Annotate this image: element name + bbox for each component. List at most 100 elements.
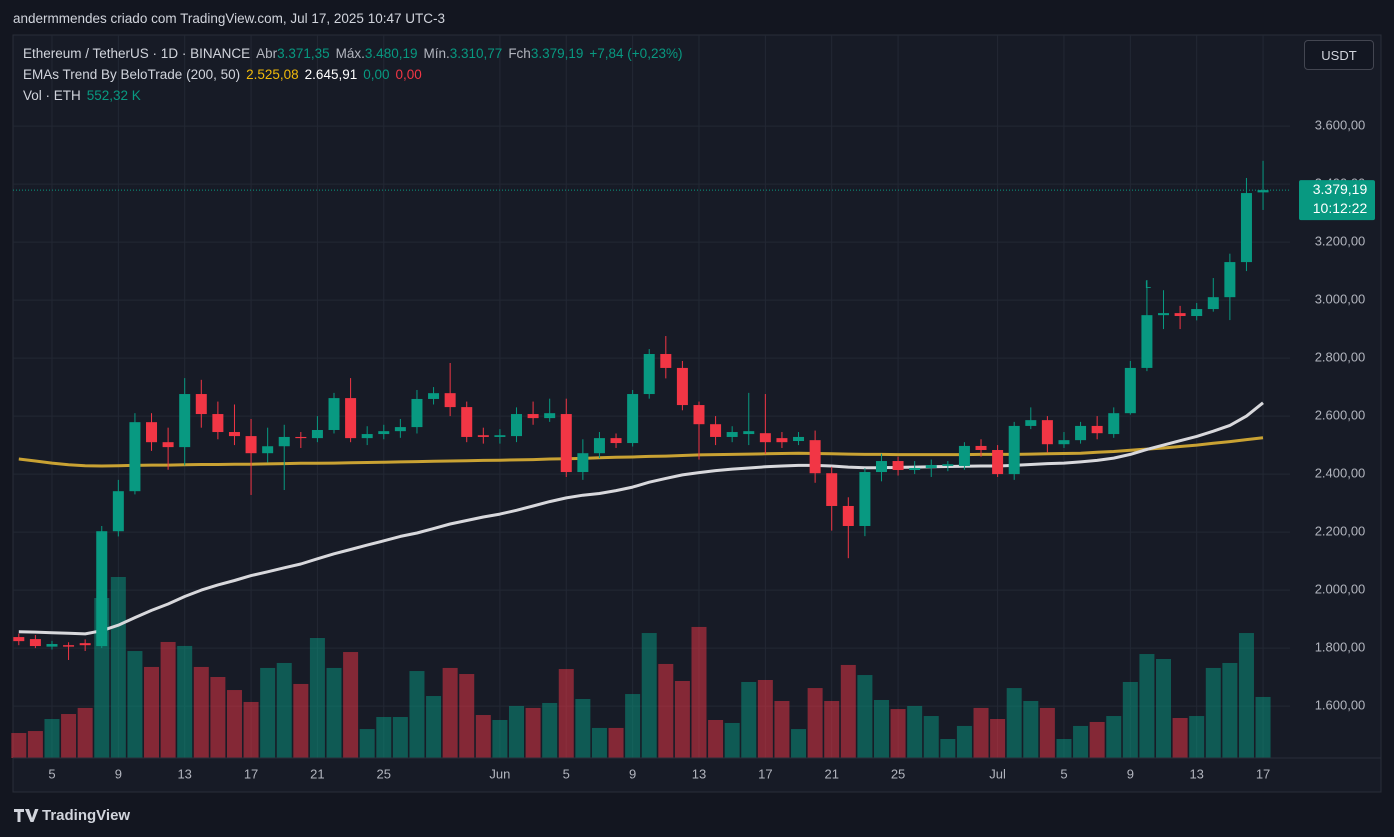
volume-bar bbox=[193, 666, 209, 758]
candle-body bbox=[13, 637, 25, 642]
ema-value: 2.525,08 bbox=[246, 67, 299, 82]
candle-body bbox=[1124, 367, 1136, 414]
candle-body bbox=[909, 467, 921, 471]
volume-bar bbox=[475, 715, 491, 758]
x-tick-label: 13 bbox=[177, 766, 191, 781]
volume-bar bbox=[160, 641, 176, 758]
candle-body bbox=[46, 644, 58, 647]
volume-bar bbox=[625, 694, 641, 758]
candle-body bbox=[112, 491, 124, 532]
candle-body bbox=[179, 394, 191, 448]
volume-bar bbox=[1222, 662, 1238, 758]
candle-body bbox=[511, 414, 522, 437]
countdown: 10:12:22 bbox=[1313, 200, 1368, 216]
attribution: andermmendes criado com TradingView.com,… bbox=[13, 11, 445, 26]
x-tick-label: Jul bbox=[989, 766, 1006, 781]
volume-bar bbox=[923, 716, 939, 758]
ema-legend: EMAs Trend By BeloTrade (200, 50) 2.525,… bbox=[23, 67, 428, 82]
ohlc-value: 3.480,19 bbox=[364, 46, 418, 61]
volume-bar bbox=[774, 700, 790, 758]
volume-bar bbox=[210, 677, 226, 758]
volume-bar bbox=[708, 719, 724, 758]
candle-body bbox=[328, 398, 340, 430]
volume-bar bbox=[177, 645, 193, 758]
candle-body bbox=[527, 414, 539, 419]
ohlc-label: Mín. bbox=[423, 46, 450, 61]
x-tick-label: 21 bbox=[310, 766, 324, 781]
volume-bar bbox=[1255, 696, 1271, 758]
volume-bar bbox=[343, 652, 359, 758]
candle-body bbox=[394, 427, 406, 432]
currency-button[interactable]: USDT bbox=[1304, 40, 1374, 70]
candle-body bbox=[759, 433, 771, 443]
volume-bar bbox=[674, 680, 690, 758]
candle-body bbox=[428, 393, 440, 399]
axis-layer: 1.600,00 1.800,00 2.000,00 2.200,00 2.400,00… bbox=[13, 118, 1381, 781]
volume-bar bbox=[509, 705, 524, 758]
volume-bar bbox=[110, 577, 126, 758]
candle-body bbox=[544, 413, 556, 419]
ohlc-value: 3.310,77 bbox=[449, 46, 503, 61]
volume-bar bbox=[1122, 681, 1138, 758]
last-price-label: 3.379,19 bbox=[1313, 181, 1368, 197]
candle-body bbox=[776, 438, 788, 443]
symbol: Ethereum / TetherUS · 1D · BINANCE bbox=[23, 46, 251, 61]
volume-bar bbox=[990, 718, 1006, 758]
volume-bar bbox=[1023, 700, 1039, 758]
ohlc-label: Abr bbox=[256, 46, 278, 61]
candle-body bbox=[793, 436, 805, 442]
x-tick-label: 17 bbox=[758, 766, 772, 781]
ema-line bbox=[18, 401, 1264, 636]
volume-bar bbox=[1056, 738, 1072, 758]
last-price-box bbox=[1299, 180, 1375, 221]
volume-bar bbox=[525, 707, 541, 758]
volume-bar bbox=[956, 725, 972, 758]
candle-body bbox=[627, 394, 639, 444]
volume-bar bbox=[226, 690, 242, 758]
volume-bar bbox=[973, 707, 989, 758]
candle-body bbox=[63, 645, 75, 647]
candle-body bbox=[875, 461, 887, 473]
volume-bar bbox=[426, 696, 442, 758]
candle-body bbox=[129, 422, 141, 492]
candle-body bbox=[958, 445, 970, 466]
y-tick-label: 3.000,00 bbox=[1315, 292, 1366, 307]
candle-body bbox=[228, 432, 240, 437]
volume-bar bbox=[1189, 716, 1205, 758]
volume-bar bbox=[591, 727, 607, 758]
volume-bar bbox=[741, 681, 757, 758]
x-tick-label: 9 bbox=[1127, 766, 1134, 781]
volume-bar bbox=[77, 707, 93, 758]
volume-bar bbox=[1172, 717, 1188, 758]
volume-bar bbox=[459, 674, 475, 758]
candle-body bbox=[1257, 190, 1269, 193]
volume-layer bbox=[11, 577, 1271, 758]
x-tick-label: 9 bbox=[629, 766, 636, 781]
candle-body bbox=[162, 442, 174, 448]
ohlc-value: 3.379,19 bbox=[530, 46, 584, 61]
volume-bar bbox=[309, 637, 325, 758]
candle-body bbox=[1108, 413, 1120, 435]
candle-body bbox=[809, 440, 821, 474]
brand: TradingView bbox=[42, 807, 130, 824]
y-tick-label: 2.600,00 bbox=[1315, 408, 1366, 423]
y-tick-label: 1.600,00 bbox=[1315, 698, 1366, 713]
brand-logo bbox=[14, 809, 39, 822]
volume-bar bbox=[1205, 667, 1221, 758]
candle-body bbox=[345, 398, 357, 439]
volume-bar bbox=[840, 664, 856, 758]
candle-body bbox=[892, 461, 904, 471]
candle-body bbox=[311, 429, 323, 439]
annotation: L bbox=[1145, 279, 1151, 291]
volume-bar bbox=[1073, 725, 1089, 758]
candle-body bbox=[676, 367, 688, 406]
candle-body bbox=[1025, 420, 1037, 426]
volume-bar bbox=[1156, 658, 1172, 758]
ohlc-label: Fch bbox=[508, 46, 531, 61]
volume-bar bbox=[44, 718, 60, 758]
candle-body bbox=[444, 393, 456, 408]
candle-body bbox=[278, 436, 290, 447]
ohlc-legend: Ethereum / TetherUS · 1D · BINANCE Abr 3.… bbox=[23, 46, 688, 61]
